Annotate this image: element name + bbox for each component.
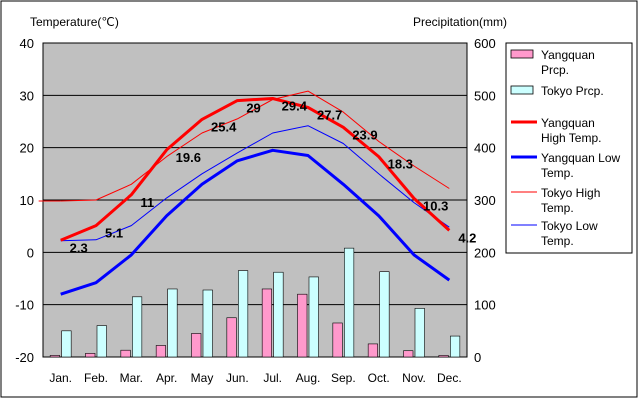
legend-label: Yangquan <box>541 48 595 62</box>
y-right-tick: 300 <box>474 193 496 208</box>
yangquan-prcp-bar <box>367 343 378 358</box>
yangquan-high-temp-line <box>60 97 451 242</box>
y-left-tick: 40 <box>20 36 34 51</box>
x-tick: Apr. <box>156 371 177 385</box>
y-right-tick: 400 <box>474 141 496 156</box>
high-temp-data-label: 2.3 <box>70 240 88 255</box>
yangquan-prcp-bar <box>261 288 272 358</box>
high-temp-data-labels: 2.3 5.1 11 19.6 25.4 29 29.4 27.7 23.9 18.3 10.3 4.… <box>70 98 477 255</box>
yangquan-prcp-bar <box>85 353 96 358</box>
precipitation-bars <box>49 247 461 358</box>
y-right-tick: 600 <box>474 36 496 51</box>
tokyo-prcp-bar <box>61 330 72 358</box>
y-left-tick: 20 <box>20 141 34 156</box>
legend-swatch <box>510 85 534 95</box>
high-temp-data-label: 29 <box>246 101 260 116</box>
legend-label: Yangquan Low <box>541 151 621 165</box>
legend-label: Tokyo High <box>541 186 600 200</box>
yangquan-prcp-bar <box>49 355 60 358</box>
yangquan-prcp-bar <box>403 350 414 358</box>
tokyo-prcp-bar <box>450 335 461 358</box>
legend-swatch <box>510 49 534 59</box>
tokyo-low-temp-line <box>60 125 450 242</box>
x-tick: Jan. <box>49 371 72 385</box>
legend-label: Tokyo Low <box>541 219 598 233</box>
y-left-tick: -20 <box>15 350 34 365</box>
legend-label: Prcp. <box>541 63 569 77</box>
yangquan-prcp-bar <box>120 349 131 358</box>
x-tick-labels: Jan. Feb. Mar. Apr. May Jun. Jul. Aug. Sep. Oct. N… <box>49 371 461 385</box>
high-temp-data-label: 27.7 <box>317 107 342 122</box>
x-tick: Jun. <box>226 371 249 385</box>
temperature-lines <box>38 90 451 296</box>
tokyo-prcp-bar <box>238 270 249 358</box>
tokyo-prcp-bar <box>167 288 178 358</box>
y-left-tick: 10 <box>20 193 34 208</box>
y-right-tick: 500 <box>474 88 496 103</box>
y-right-tick: 0 <box>474 350 481 365</box>
high-temp-data-label: 18.3 <box>388 157 413 172</box>
y-right-tick: 100 <box>474 298 496 313</box>
y-left-tick: -10 <box>15 298 34 313</box>
legend-label: Tokyo Prcp. <box>541 84 604 98</box>
tokyo-prcp-bar <box>96 325 107 358</box>
y-right-tick: 200 <box>474 245 496 260</box>
legend-label: Temp. <box>541 234 574 248</box>
legend-label: Temp. <box>541 201 574 215</box>
x-tick: Aug. <box>296 371 321 385</box>
tokyo-prcp-bar <box>344 247 355 358</box>
yangquan-prcp-bar <box>438 355 449 358</box>
yangquan-prcp-bar <box>226 317 237 358</box>
high-temp-data-label: 19.6 <box>176 150 201 165</box>
high-temp-data-label: 5.1 <box>105 226 123 241</box>
y-left-tick: 30 <box>20 88 34 103</box>
x-tick: May <box>191 371 214 385</box>
y-right-axis-label: Precipitation(mm) <box>413 15 507 29</box>
x-tick: Sep. <box>331 371 356 385</box>
yangquan-prcp-bar <box>332 322 343 358</box>
tokyo-prcp-bar <box>132 296 143 358</box>
legend-label: High Temp. <box>541 131 601 145</box>
high-temp-data-label: 23.9 <box>352 127 377 142</box>
yangquan-low-temp-line <box>60 148 451 296</box>
y-left-axis-label: Temperature(℃) <box>30 15 119 29</box>
x-tick: Dec. <box>437 371 462 385</box>
y-left-tick: 0 <box>27 245 34 260</box>
tokyo-prcp-bar <box>414 308 425 358</box>
x-tick: Mar. <box>120 371 143 385</box>
high-temp-data-label: 4.2 <box>458 230 476 245</box>
legend-label: Yangquan <box>541 116 595 130</box>
yangquan-prcp-bar <box>155 345 166 358</box>
tokyo-high-temp-line <box>60 90 450 202</box>
high-temp-data-label: 10.3 <box>423 198 448 213</box>
tokyo-prcp-bar <box>379 271 390 358</box>
tokyo-prcp-bar <box>273 271 284 358</box>
legend-box <box>505 42 633 254</box>
high-temp-data-label: 11 <box>140 195 154 210</box>
legend-label: Temp. <box>541 166 574 180</box>
x-tick: Feb. <box>84 371 108 385</box>
tokyo-prcp-bar <box>202 289 213 358</box>
x-tick: Nov. <box>402 371 426 385</box>
yangquan-prcp-bar <box>191 333 202 358</box>
x-tick: Oct. <box>368 371 390 385</box>
high-temp-data-label: 29.4 <box>282 98 308 113</box>
gridlines <box>43 94 467 306</box>
tokyo-prcp-bar <box>308 276 319 358</box>
x-tick: Jul. <box>263 371 282 385</box>
y-left-tick-labels: 40 30 20 10 0 -10 -20 <box>15 36 34 365</box>
yangquan-prcp-bar <box>297 293 308 358</box>
y-right-tick-labels: 600 500 400 300 200 100 0 <box>474 36 496 365</box>
high-temp-data-label: 25.4 <box>211 119 237 134</box>
